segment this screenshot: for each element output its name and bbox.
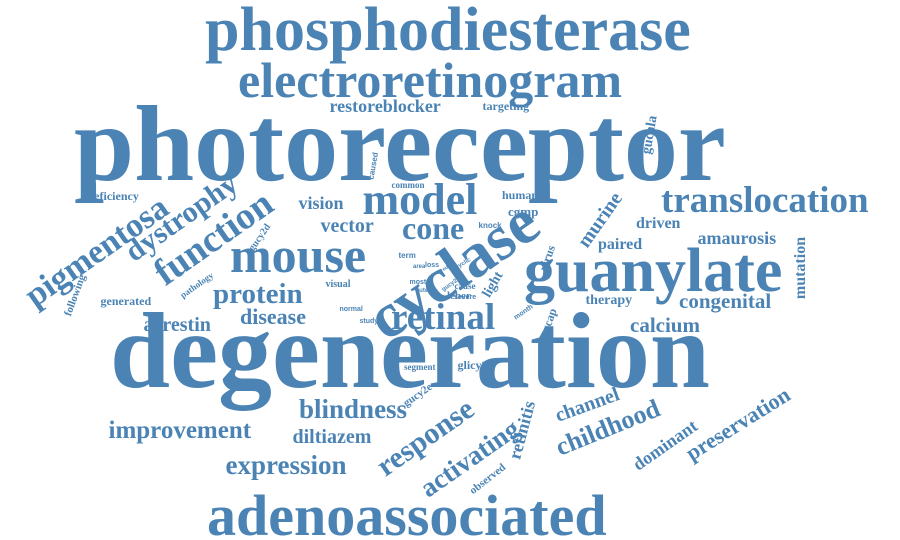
cloud-word: visual	[325, 279, 351, 290]
cloud-word: outer	[415, 288, 431, 294]
cloud-word: mutation	[792, 236, 810, 300]
cloud-word: deficiency	[87, 189, 139, 203]
cloud-word: vector	[320, 215, 374, 237]
cloud-word: arrestin	[143, 314, 211, 336]
cloud-word: leber	[447, 289, 471, 302]
cloud-word: blindness	[299, 393, 408, 424]
cloud-word: improvement	[108, 416, 252, 444]
cloud-word: disease	[240, 304, 306, 329]
cloud-word: severe	[454, 293, 477, 301]
cloud-word: degeneration	[110, 292, 710, 411]
cloud-word: normal	[339, 305, 363, 313]
cloud-word: electroretinogram	[238, 52, 623, 108]
cloud-word: cone	[402, 210, 465, 246]
cloud-word: mouse	[230, 227, 367, 283]
cloud-word: guanylate	[524, 237, 783, 305]
cloud-word: vision	[298, 193, 344, 213]
cloud-word: segment	[404, 361, 436, 372]
cloud-word: area	[413, 264, 426, 270]
cloud-word: adenoassociated	[207, 483, 607, 540]
cloud-word: model	[362, 175, 478, 224]
cloud-word: expression	[225, 449, 347, 480]
cloud-word: cause	[454, 280, 476, 291]
cloud-word: cgmp	[508, 203, 539, 219]
cloud-word: protein	[213, 277, 303, 310]
cloud-word: phosphodiesterase	[205, 0, 691, 64]
cloud-word: retinal	[391, 296, 496, 338]
cloud-word: congenital	[679, 288, 772, 313]
cloud-word: photoreceptor	[74, 85, 726, 204]
cloud-word: glicy2e	[457, 358, 493, 372]
cloud-word: calcium	[630, 312, 700, 337]
cloud-word: therapy	[585, 293, 633, 308]
cloud-word: restoreblocker	[329, 96, 441, 116]
cloud-word: human	[502, 188, 539, 202]
cloud-word: loss	[425, 261, 440, 269]
cloud-word: common	[391, 179, 425, 190]
cloud-word: amaurosis	[697, 228, 777, 248]
cloud-word: diltiazem	[292, 426, 372, 448]
cloud-word: paired	[598, 236, 643, 253]
cloud-word: generated	[100, 294, 152, 308]
cloud-word: most	[409, 278, 427, 286]
cloud-word: term	[398, 251, 416, 260]
cloud-word: knock	[478, 221, 502, 230]
cloud-word: targeting	[482, 99, 530, 113]
cloud-word: study	[359, 317, 379, 325]
cloud-word: translocation	[661, 179, 869, 221]
cloud-word: driven	[636, 215, 681, 232]
